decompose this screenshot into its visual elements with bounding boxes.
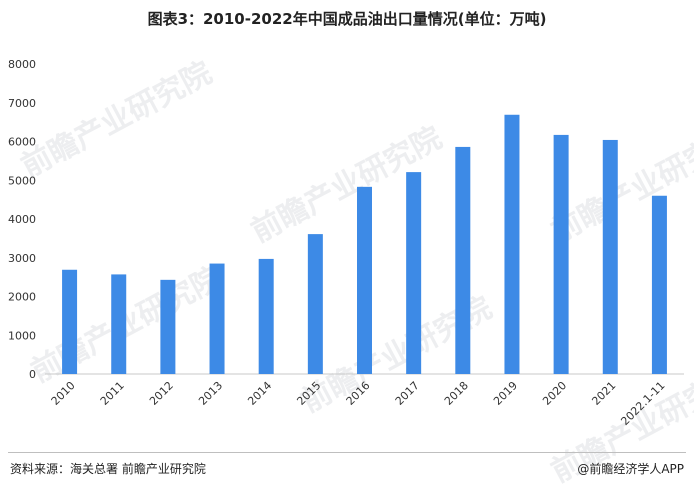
- x-tick-label: 2015: [294, 379, 323, 408]
- x-tick-label: 2022.1-11: [618, 379, 667, 428]
- x-tick-label: 2018: [442, 379, 471, 408]
- footer-divider: [8, 452, 686, 453]
- bar: [553, 134, 569, 374]
- chart-title: 图表3：2010-2022年中国成品油出口量情况(单位：万吨): [147, 10, 547, 28]
- bar: [209, 263, 225, 374]
- x-tick-label: 2012: [147, 379, 176, 408]
- y-tick-label: 7000: [8, 97, 36, 110]
- bar: [602, 139, 618, 374]
- bar: [651, 195, 667, 374]
- x-tick-label: 2014: [245, 379, 274, 408]
- y-tick-label: 6000: [8, 136, 36, 149]
- bar: [357, 186, 372, 374]
- x-tick-label: 2011: [98, 379, 127, 408]
- y-tick-label: 4000: [8, 213, 36, 226]
- source-note: 资料来源：海关总署 前瞻产业研究院: [10, 462, 206, 476]
- y-tick-label: 5000: [8, 174, 36, 187]
- y-tick-label: 2000: [8, 291, 36, 304]
- x-tick-label: 2016: [344, 379, 373, 408]
- bar: [258, 258, 274, 374]
- bar: [160, 279, 176, 374]
- x-tick-label: 2017: [393, 379, 422, 408]
- brand-credit: @前瞻经济学人APP: [577, 462, 684, 476]
- x-tick-label: 2010: [49, 379, 78, 408]
- bar: [111, 274, 127, 374]
- x-tick-label: 2020: [540, 379, 569, 408]
- y-tick-label: 1000: [8, 329, 36, 342]
- bar: [307, 234, 323, 374]
- x-tick-label: 2013: [196, 379, 225, 408]
- bar: [62, 269, 78, 374]
- y-tick-label: 0: [29, 368, 36, 381]
- y-tick-label: 3000: [8, 252, 36, 265]
- x-tick-label: 2019: [491, 379, 520, 408]
- x-tick-label: 2021: [589, 379, 618, 408]
- y-tick-label: 8000: [8, 58, 36, 71]
- bar: [504, 114, 520, 374]
- bar: [455, 146, 471, 374]
- bar: [406, 172, 422, 374]
